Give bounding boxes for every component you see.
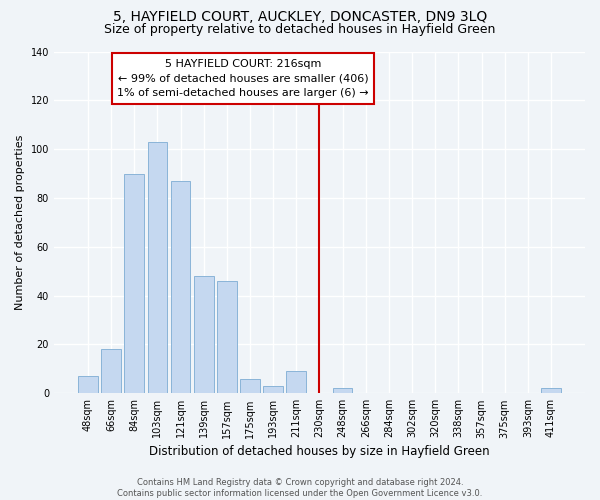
Text: 5, HAYFIELD COURT, AUCKLEY, DONCASTER, DN9 3LQ: 5, HAYFIELD COURT, AUCKLEY, DONCASTER, D… xyxy=(113,10,487,24)
Bar xyxy=(170,181,190,394)
Bar xyxy=(101,350,121,394)
Bar xyxy=(194,276,214,394)
Bar xyxy=(148,142,167,394)
Y-axis label: Number of detached properties: Number of detached properties xyxy=(15,134,25,310)
Bar xyxy=(286,372,306,394)
Bar xyxy=(240,378,260,394)
Bar xyxy=(217,281,236,394)
Bar xyxy=(78,376,98,394)
Text: Contains HM Land Registry data © Crown copyright and database right 2024.
Contai: Contains HM Land Registry data © Crown c… xyxy=(118,478,482,498)
Text: Size of property relative to detached houses in Hayfield Green: Size of property relative to detached ho… xyxy=(104,22,496,36)
Text: 5 HAYFIELD COURT: 216sqm
← 99% of detached houses are smaller (406)
1% of semi-d: 5 HAYFIELD COURT: 216sqm ← 99% of detach… xyxy=(117,59,369,98)
X-axis label: Distribution of detached houses by size in Hayfield Green: Distribution of detached houses by size … xyxy=(149,444,490,458)
Bar xyxy=(541,388,561,394)
Bar xyxy=(333,388,352,394)
Bar xyxy=(124,174,144,394)
Bar xyxy=(263,386,283,394)
